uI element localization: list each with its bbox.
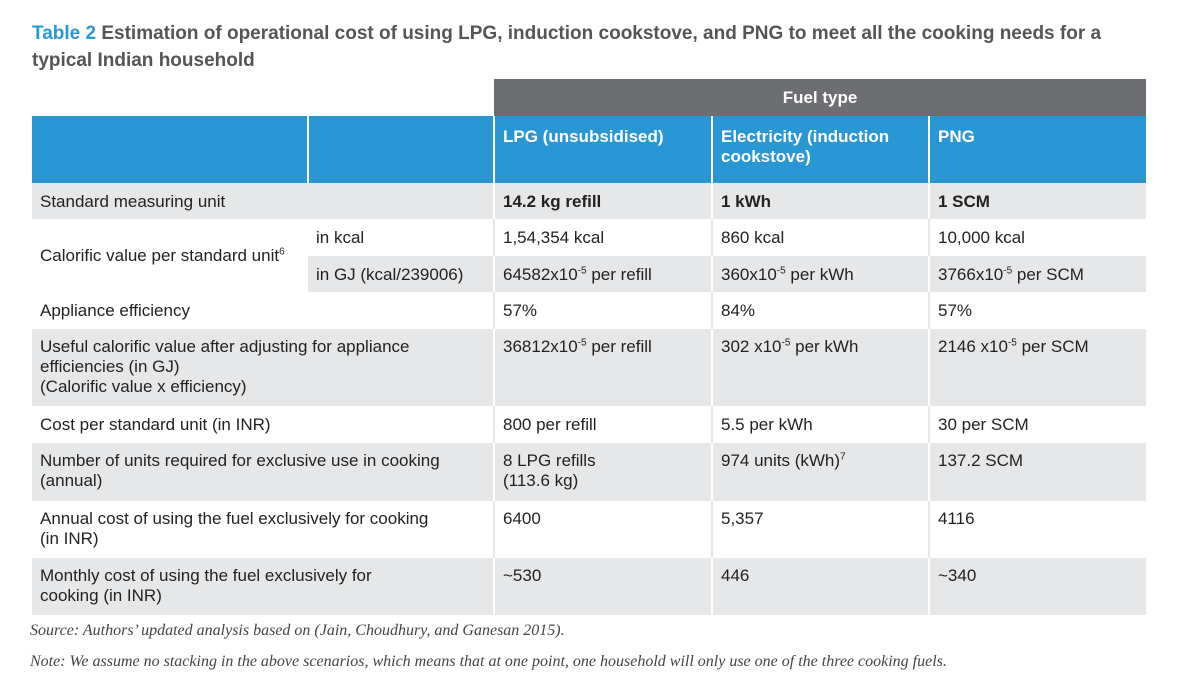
exponent: -5 [577, 265, 587, 277]
sub-label: in GJ (kcal/239006) [308, 256, 494, 292]
value-base: 3766x10 [938, 265, 1004, 284]
row-label-line1: Useful calorific value after adjusting f… [40, 337, 410, 376]
table-number: Table 2 [32, 23, 97, 44]
exponent: -5 [577, 337, 587, 349]
footnote-marker: 7 [840, 451, 846, 463]
value-suffix: per kWh [790, 337, 859, 356]
value-base: 360x10 [721, 265, 777, 284]
cell-electricity: 974 units (kWh)7 [711, 443, 929, 501]
value-line2: (113.6 kg) [503, 471, 579, 490]
cell-png: 3766x10-5 per SCM [927, 256, 1147, 292]
table-row: Cost per standard unit (in INR) 800 per … [32, 406, 1147, 443]
table-row: Calorific value per standard unit6 in kc… [32, 219, 1147, 292]
assumption-note: Note: We assume no stacking in the above… [30, 653, 947, 670]
value-suffix: per kWh [785, 265, 854, 284]
blank-header-cell-1 [32, 116, 308, 183]
row-label: Appliance efficiency [32, 292, 494, 329]
cell-lpg: 64582x10-5 per refill [493, 256, 712, 292]
cell-electricity: 446 [711, 558, 929, 615]
value-base: 302 x10 [721, 337, 782, 356]
cell-png: 57% [927, 292, 1147, 329]
exponent: -5 [1003, 265, 1013, 277]
column-header-png: PNG [927, 116, 1147, 183]
table-row: Number of units required for exclusive u… [32, 443, 1147, 501]
cell-lpg: 1,54,354 kcal [493, 219, 712, 256]
table-title: Estimation of operational cost of using … [32, 23, 1102, 71]
cell-png: 137.2 SCM [927, 443, 1147, 501]
cell-lpg: 8 LPG refills (113.6 kg) [493, 443, 712, 501]
source-note: Source: Authors’ updated analysis based … [30, 622, 565, 639]
cell-lpg: ~530 [493, 558, 712, 615]
empty-header-cell [32, 79, 494, 116]
table-row: Useful calorific value after adjusting f… [32, 329, 1147, 406]
exponent: -5 [1007, 337, 1017, 349]
row-label: Monthly cost of using the fuel exclusive… [32, 558, 494, 615]
cell-lpg: 57% [493, 292, 712, 329]
value-base: 36812x10 [503, 337, 578, 356]
cell-lpg: 36812x10-5 per refill [493, 329, 712, 406]
row-label-line2: (Calorific value x efficiency) [40, 377, 247, 396]
cell-png: 2146 x10-5 per SCM [927, 329, 1147, 406]
cell-lpg: 6400 [493, 501, 712, 558]
exponent: -5 [781, 337, 791, 349]
table-caption: Table 2 Estimation of operational cost o… [32, 20, 1142, 74]
row-label: Cost per standard unit (in INR) [32, 406, 494, 443]
cell-png: 1 SCM [927, 183, 1147, 219]
sub-label: in kcal [308, 219, 494, 256]
cell-electricity: 360x10-5 per kWh [711, 256, 929, 292]
table-row: Appliance efficiency 57% 84% 57% [32, 292, 1147, 329]
value-base: 64582x10 [503, 265, 578, 284]
column-header-electricity: Electricity (induction cookstove) [711, 116, 929, 183]
cell-lpg: 14.2 kg refill [493, 183, 712, 219]
cell-lpg: 800 per refill [493, 406, 712, 443]
fuel-type-header: Fuel type [494, 79, 1147, 116]
row-label: Standard measuring unit [32, 183, 494, 219]
fuel-cost-table: Fuel type LPG (unsubsidised) Electricity… [32, 79, 1147, 615]
cell-electricity: 860 kcal [711, 219, 929, 256]
cell-png: 4116 [927, 501, 1147, 558]
row-label: Annual cost of using the fuel exclusivel… [32, 501, 494, 558]
cell-electricity: 5,357 [711, 501, 929, 558]
blank-header-cell-2 [307, 116, 494, 183]
value-suffix: per refill [586, 265, 652, 284]
table-row: in GJ (kcal/239006) 64582x10-5 per refil… [32, 256, 1147, 292]
footnote-marker: 6 [279, 245, 285, 257]
cell-electricity: 84% [711, 292, 929, 329]
cell-electricity: 1 kWh [711, 183, 929, 219]
cell-png: ~340 [927, 558, 1147, 615]
row-label: Calorific value per standard unit6 [32, 219, 308, 292]
value-suffix: per refill [586, 337, 652, 356]
fuel-type-header-row: Fuel type [32, 79, 1147, 116]
exponent: -5 [776, 265, 786, 277]
row-label: Useful calorific value after adjusting f… [32, 329, 494, 406]
cell-png: 30 per SCM [927, 406, 1147, 443]
value-suffix: per SCM [1016, 337, 1089, 356]
value-suffix: per SCM [1012, 265, 1084, 284]
cell-png: 10,000 kcal [927, 219, 1147, 256]
value-base: 2146 x10 [938, 337, 1008, 356]
calorific-label: Calorific value per standard unit [40, 245, 280, 265]
cell-electricity: 302 x10-5 per kWh [711, 329, 929, 406]
table-row: Annual cost of using the fuel exclusivel… [32, 501, 1147, 558]
value-line1: 8 LPG refills [503, 451, 596, 470]
column-header-row: LPG (unsubsidised) Electricity (inductio… [32, 116, 1147, 183]
row-label: Number of units required for exclusive u… [32, 443, 494, 501]
table-row: Standard measuring unit 14.2 kg refill 1… [32, 183, 1147, 219]
value-text: 974 units (kWh) [721, 451, 841, 470]
table-row: Monthly cost of using the fuel exclusive… [32, 558, 1147, 615]
cell-electricity: 5.5 per kWh [711, 406, 929, 443]
column-header-lpg: LPG (unsubsidised) [493, 116, 712, 183]
